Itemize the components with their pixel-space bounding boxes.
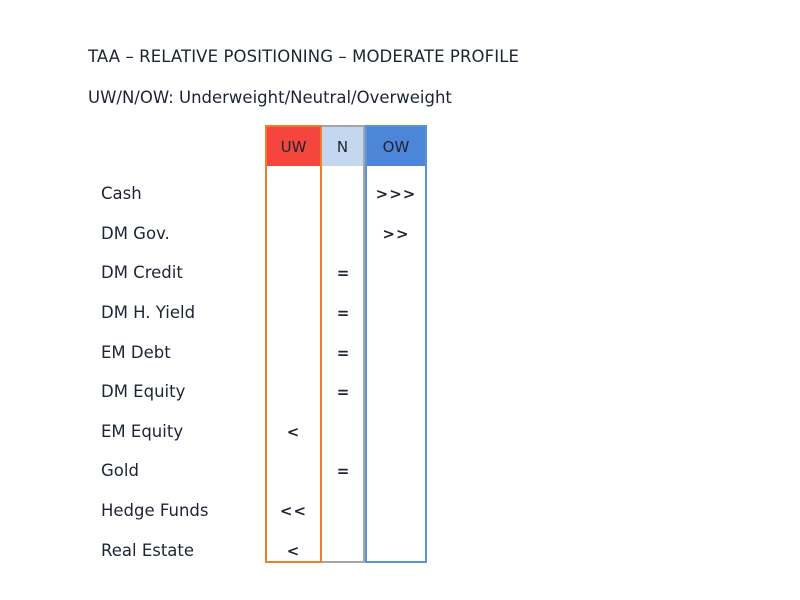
neutral-column-header: N — [322, 127, 363, 166]
ow-signal: >>> — [375, 185, 417, 203]
asset-row-em-equity: EM Equity < — [0, 419, 800, 447]
neutral-signal: = — [336, 462, 351, 480]
asset-label: EM Equity — [101, 422, 184, 441]
asset-label: Cash — [101, 184, 142, 203]
ow-signal: >> — [382, 225, 410, 243]
asset-label: DM H. Yield — [101, 303, 196, 322]
asset-row-cash: Cash >>> — [0, 181, 800, 209]
asset-label: Hedge Funds — [101, 501, 209, 520]
uw-column-header: UW — [267, 127, 320, 166]
asset-label: DM Gov. — [101, 224, 170, 243]
neutral-column-frame — [322, 125, 365, 563]
asset-row-hedge-funds: Hedge Funds << — [0, 498, 800, 526]
asset-label: Gold — [101, 461, 139, 480]
neutral-signal: = — [336, 383, 351, 401]
asset-label: Real Estate — [101, 541, 195, 560]
asset-row-dm-gov: DM Gov. >> — [0, 221, 800, 249]
asset-row-dm-equity: DM Equity = — [0, 379, 800, 407]
neutral-signal: = — [336, 304, 351, 322]
asset-row-gold: Gold = — [0, 458, 800, 486]
neutral-signal: = — [336, 344, 351, 362]
asset-row-em-debt: EM Debt = — [0, 340, 800, 368]
uw-signal: << — [279, 502, 308, 520]
asset-row-dm-high-yield: DM H. Yield = — [0, 300, 800, 328]
legend-subtitle: UW/N/OW: Underweight/Neutral/Overweight — [88, 88, 452, 107]
uw-signal: < — [286, 423, 301, 441]
asset-row-real-estate: Real Estate < — [0, 538, 800, 566]
asset-label: EM Debt — [101, 343, 171, 362]
asset-label: DM Credit — [101, 263, 183, 282]
asset-row-dm-credit: DM Credit = — [0, 260, 800, 288]
uw-signal: < — [286, 542, 301, 560]
asset-label: DM Equity — [101, 382, 186, 401]
ow-column-header: OW — [367, 127, 425, 166]
page-title: TAA – RELATIVE POSITIONING – MODERATE PR… — [88, 47, 520, 66]
uw-column-frame — [265, 125, 322, 563]
neutral-signal: = — [336, 264, 351, 282]
ow-column-frame — [365, 125, 427, 563]
